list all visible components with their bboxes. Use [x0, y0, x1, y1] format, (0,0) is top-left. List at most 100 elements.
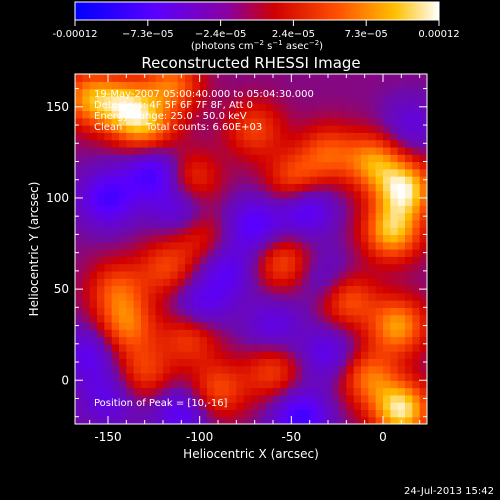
- heatmap-cell: [163, 329, 171, 338]
- heatmap-cell: [177, 168, 186, 177]
- heatmap-cell: [148, 161, 157, 170]
- heatmap-cell: [104, 88, 113, 97]
- heatmap-cell: [207, 103, 215, 112]
- heatmap-cell: [170, 343, 179, 352]
- heatmap-cell: [82, 249, 91, 257]
- heatmap-cell: [295, 139, 303, 148]
- heatmap-cell: [287, 358, 296, 367]
- heatmap-cell: [375, 300, 384, 308]
- heatmap-cell: [287, 241, 296, 250]
- heatmap-cell: [111, 321, 120, 330]
- heatmap-cell: [251, 307, 259, 316]
- heatmap-cell: [353, 88, 362, 97]
- heatmap-cell: [287, 161, 296, 170]
- heatmap-cell: [236, 146, 245, 155]
- heatmap-cell: [104, 219, 113, 228]
- heatmap-cell: [104, 249, 113, 257]
- heatmap-cell: [258, 161, 267, 170]
- heatmap-cell: [236, 125, 245, 133]
- heatmap-cell: [405, 125, 413, 133]
- heatmap-cell: [390, 402, 399, 411]
- heatmap-cell: [405, 249, 413, 257]
- heatmap-cell: [119, 256, 127, 265]
- heatmap-cell: [221, 197, 230, 206]
- heatmap-cell: [353, 372, 362, 381]
- heatmap-cell: [170, 416, 179, 424]
- heatmap-cell: [265, 329, 274, 338]
- heatmap-cell: [383, 292, 391, 301]
- heatmap-cell: [324, 329, 333, 338]
- heatmap-cell: [89, 278, 98, 287]
- heatmap-cell: [89, 256, 98, 265]
- heatmap-cell: [236, 409, 245, 418]
- heatmap-cell: [287, 249, 296, 257]
- heatmap-cell: [163, 270, 171, 279]
- heatmap-cell: [75, 351, 83, 359]
- heatmap-cell: [258, 205, 267, 214]
- heatmap-cell: [390, 409, 399, 418]
- heatmap-cell: [368, 197, 377, 206]
- heatmap-cell: [185, 183, 193, 192]
- heatmap-cell: [192, 307, 201, 316]
- heatmap-cell: [265, 409, 274, 418]
- heatmap-cell: [126, 183, 135, 192]
- heatmap-cell: [251, 212, 259, 221]
- heatmap-cell: [339, 139, 347, 148]
- heatmap-cell: [221, 365, 230, 374]
- heatmap-cell: [133, 241, 142, 250]
- heatmap-cell: [397, 307, 406, 316]
- heatmap-cell: [236, 212, 245, 221]
- heatmap-cell: [375, 241, 384, 250]
- heatmap-cell: [229, 154, 237, 163]
- heatmap-cell: [199, 197, 208, 206]
- heatmap-cell: [375, 234, 384, 243]
- heatmap-cell: [405, 88, 413, 97]
- heatmap-cell: [148, 197, 157, 206]
- heatmap-cell: [397, 351, 406, 359]
- heatmap-cell: [265, 270, 274, 279]
- heatmap-cell: [375, 256, 384, 265]
- heatmap-cell: [302, 103, 311, 112]
- heatmap-cell: [119, 387, 127, 396]
- heatmap-cell: [339, 300, 347, 308]
- heatmap-cell: [89, 241, 98, 250]
- colorbar-gradient: [74, 1, 440, 21]
- heatmap-cell: [339, 336, 347, 345]
- heatmap-cell: [192, 314, 201, 323]
- heatmap-cell: [331, 219, 340, 228]
- heatmap-cell: [258, 190, 267, 199]
- heatmap-cell: [185, 249, 193, 257]
- heatmap-cell: [412, 278, 421, 287]
- heatmap-cell: [390, 285, 399, 294]
- heatmap-cell: [185, 190, 193, 199]
- heatmap-cell: [89, 227, 98, 236]
- heatmap-cell: [104, 227, 113, 236]
- heatmap-cell: [199, 176, 208, 184]
- heatmap-cell: [317, 234, 325, 243]
- heatmap-cell: [75, 300, 83, 308]
- heatmap-cell: [419, 416, 427, 424]
- heatmap-cell: [192, 329, 201, 338]
- heatmap-cell: [353, 110, 362, 119]
- heatmap-cell: [199, 314, 208, 323]
- heatmap-cell: [111, 168, 120, 177]
- heatmap-cell: [251, 329, 259, 338]
- heatmap-cell: [273, 307, 281, 316]
- heatmap-cell: [155, 329, 164, 338]
- heatmap-cell: [273, 292, 281, 301]
- heatmap-cell: [163, 95, 171, 104]
- heatmap-cell: [302, 212, 311, 221]
- heatmap-cell: [331, 197, 340, 206]
- heatmap-cell: [375, 358, 384, 367]
- heatmap-cell: [317, 168, 325, 177]
- heatmap-cell: [192, 241, 201, 250]
- heatmap-cell: [207, 409, 215, 418]
- heatmap-cell: [243, 329, 252, 338]
- heatmap-cell: [133, 190, 142, 199]
- heatmap-cell: [280, 132, 289, 141]
- heatmap-cell: [324, 205, 333, 214]
- heatmap-cell: [324, 183, 333, 192]
- heatmap-cell: [119, 219, 127, 228]
- heatmap-cell: [133, 270, 142, 279]
- heatmap-cell: [353, 394, 362, 403]
